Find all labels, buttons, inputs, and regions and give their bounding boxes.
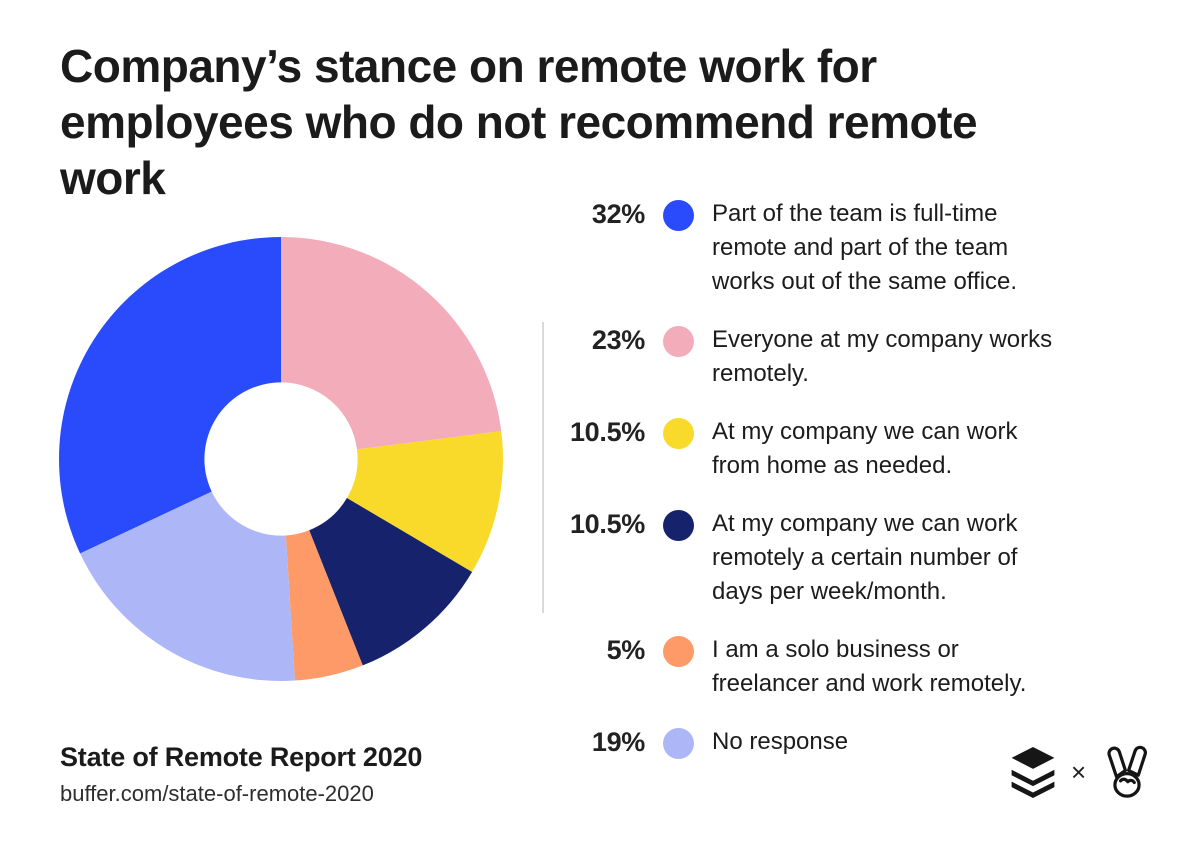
donut-chart [59,237,503,681]
donut-segment-5 [285,530,363,681]
legend-percent: 5% [606,635,646,665]
footer-source: State of Remote Report 2020 buffer.com/s… [60,742,422,807]
collab-x-separator: × [1071,757,1087,787]
legend-label: Everyone at my company works remotely. [712,326,1053,387]
legend-label: Part of the team is full-time remote and… [712,200,1018,295]
legend-percent: 10.5% [569,417,645,447]
legend-color-dot [663,636,694,667]
legend-row-1: 32% Part of the team is full-time remote… [553,197,1083,299]
donut-segment-3 [346,431,503,573]
legend-color-dot [663,200,694,231]
report-title: State of Remote Report 2020 [60,742,423,772]
legend-label: At my company we can work remotely a cer… [712,510,1018,605]
peace-hand-icon [1107,745,1148,798]
legend-row-4: 10.5% At my company we can work remotely… [553,507,1083,609]
legend-label: I am a solo business or freelancer and w… [712,636,1027,697]
donut-chart-svg [59,237,503,681]
legend-percent: 32% [591,199,645,229]
page-title: Company’s stance on remote work for empl… [60,40,978,204]
footer-logos: × [1010,742,1153,802]
legend-divider [542,322,544,613]
legend-color-dot [663,728,694,759]
legend-label: No response [712,728,849,755]
legend-row-6: 19% No response [553,725,1083,759]
legend-row-3: 10.5% At my company we can work from hom… [553,415,1083,483]
chart-legend: 32% Part of the team is full-time remote… [553,197,1083,783]
legend-percent: 23% [591,325,645,355]
donut-segment-1 [59,237,282,554]
legend-color-dot [663,326,694,357]
legend-row-2: 23% Everyone at my company works remotel… [553,323,1083,391]
legend-row-5: 5% I am a solo business or freelancer an… [553,633,1083,701]
legend-percent: 19% [591,727,645,757]
legend-percent: 10.5% [569,509,645,539]
report-url: buffer.com/state-of-remote-2020 [60,781,374,806]
donut-segment-4 [309,497,473,666]
donut-segment-2 [281,237,502,450]
donut-segment-6 [80,491,295,681]
legend-color-dot [663,418,694,449]
buffer-logo-icon [1011,746,1055,798]
legend-color-dot [663,510,694,541]
legend-label: At my company we can work from home as n… [712,418,1018,479]
